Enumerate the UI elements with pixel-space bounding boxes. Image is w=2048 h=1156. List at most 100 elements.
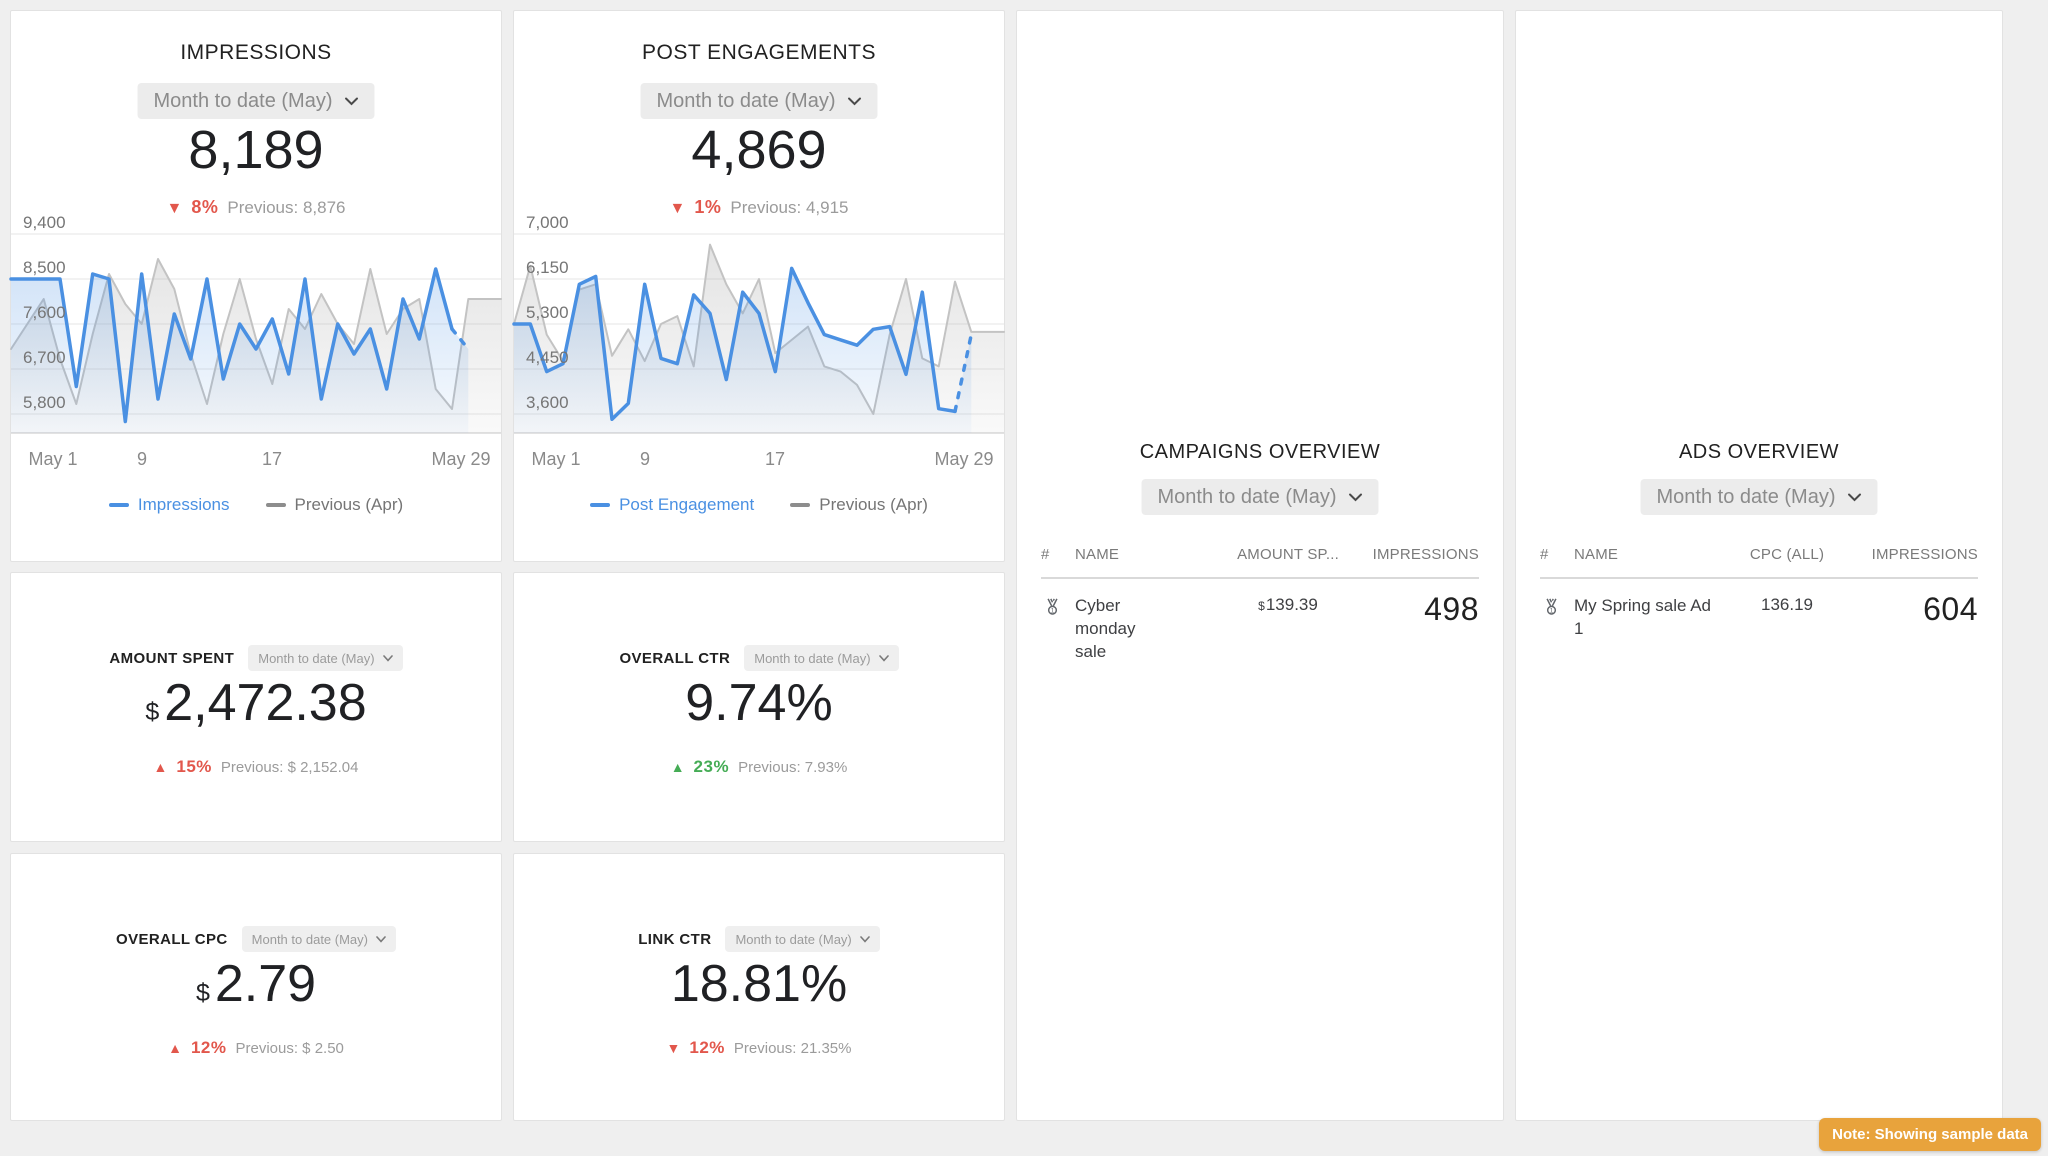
delta-percent: 23% xyxy=(693,757,730,776)
overall-cpc-delta: ▲ 12% Previous: $ 2.50 xyxy=(11,1038,501,1058)
medal-icon: 1 xyxy=(1047,598,1058,615)
delta-percent: 15% xyxy=(176,757,212,776)
campaigns-overview-card: CAMPAIGNS OVERVIEW Month to date (May) #… xyxy=(1016,10,1504,1121)
impressions-count: 604 xyxy=(1923,591,1978,627)
previous-value: Previous: $ 2,152.04 xyxy=(220,759,359,776)
impressions-line-chart xyxy=(9,233,502,434)
delta-percent: 1% xyxy=(694,197,722,217)
delta-percent: 12% xyxy=(190,1038,227,1057)
campaigns-table: # NAME AMOUNT SP... IMPRESSIONS 1 xyxy=(1041,546,1479,664)
date-range-dropdown[interactable]: Month to date (May) xyxy=(725,926,880,952)
amount-spent-delta: ▲ 15% Previous: $ 2,152.04 xyxy=(11,757,501,777)
legend-item-current: Post Engagement xyxy=(590,495,754,515)
date-range-value: Month to date (May) xyxy=(754,650,871,666)
overall-cpc-label: OVERALL CPC xyxy=(116,930,228,948)
legend-item-current: Impressions xyxy=(108,495,230,515)
overall-ctr-delta: ▲ 23% Previous: 7.93% xyxy=(514,757,1004,777)
up-arrow-icon: ▲ xyxy=(168,1040,182,1056)
date-range-dropdown[interactable]: Month to date (May) xyxy=(640,83,878,119)
date-range-value: Month to date (May) xyxy=(656,89,836,112)
date-range-dropdown[interactable]: Month to date (May) xyxy=(241,926,396,952)
date-range-dropdown[interactable]: Month to date (May) xyxy=(744,645,899,671)
previous-value: Previous: 4,915 xyxy=(730,198,849,217)
legend-item-previous: Previous (Apr) xyxy=(790,495,928,515)
chevron-down-icon xyxy=(1348,493,1362,501)
ad-name: My Spring sale Ad 1 xyxy=(1574,596,1712,638)
legend-marker-blue xyxy=(590,503,611,507)
impressions-delta: ▼ 8% Previous: 8,876 xyxy=(11,197,501,218)
date-range-value: Month to date (May) xyxy=(735,931,852,947)
chevron-down-icon xyxy=(859,935,870,943)
date-range-dropdown[interactable]: Month to date (May) xyxy=(1141,479,1379,515)
link-ctr-card: LINK CTR Month to date (May) 18.81% ▼ 12… xyxy=(513,853,1005,1121)
currency-symbol: $ xyxy=(195,979,210,1007)
post-engagements-card: POST ENGAGEMENTS Month to date (May) 4,8… xyxy=(512,10,1005,562)
link-ctr-label: LINK CTR xyxy=(638,930,712,948)
chevron-down-icon xyxy=(376,935,386,943)
campaigns-overview-title: CAMPAIGNS OVERVIEW xyxy=(1139,441,1381,463)
amount-spent-label: AMOUNT SPENT xyxy=(109,649,235,667)
ad-row[interactable]: 1 My Spring sale Ad 1 136.19 604 xyxy=(1540,579,1978,641)
overall-cpc-value: $ 2.79 xyxy=(195,955,317,1013)
campaign-row[interactable]: 1 Cyber monday sale $139.39 498 xyxy=(1041,579,1479,664)
chevron-down-icon xyxy=(847,97,861,105)
date-range-dropdown[interactable]: Month to date (May) xyxy=(1640,479,1878,515)
date-range-value: Month to date (May) xyxy=(251,931,368,947)
down-arrow-icon: ▼ xyxy=(166,200,183,217)
currency-symbol: $ xyxy=(145,698,160,726)
ads-overview-title: ADS OVERVIEW xyxy=(1678,441,1840,463)
ads-overview-card: ADS OVERVIEW Month to date (May) # NAME … xyxy=(1515,10,2003,1121)
amount-spent-value: 139.39 xyxy=(1265,595,1318,614)
x-axis-labels: May 1 9 17 May 29 xyxy=(531,449,994,469)
delta-percent: 12% xyxy=(689,1038,725,1057)
previous-value: Previous: $ 2.50 xyxy=(235,1040,344,1057)
overall-ctr-card: OVERALL CTR Month to date (May) 9.74% ▲ … xyxy=(513,572,1005,842)
svg-text:1: 1 xyxy=(1550,607,1554,614)
overall-ctr-label: OVERALL CTR xyxy=(619,649,731,667)
svg-text:1: 1 xyxy=(1051,607,1055,614)
link-ctr-delta: ▼ 12% Previous: 21.35% xyxy=(514,1038,1004,1058)
amount-spent-card: AMOUNT SPENT Month to date (May) $ 2,472… xyxy=(10,572,502,842)
medal-icon: 1 xyxy=(1546,598,1557,615)
impressions-value: 8,189 xyxy=(188,120,324,180)
cpc-value: 136.19 xyxy=(1761,595,1813,614)
date-range-dropdown[interactable]: Month to date (May) xyxy=(137,83,375,119)
impressions-card: IMPRESSIONS Month to date (May) 8,189 ▼ … xyxy=(9,10,502,562)
chevron-down-icon xyxy=(344,97,358,105)
ads-table: # NAME CPC (ALL) IMPRESSIONS 1 xyxy=(1540,546,1978,641)
legend-item-previous: Previous (Apr) xyxy=(265,495,403,515)
date-range-value: Month to date (May) xyxy=(1656,485,1836,508)
chart-legend: Post Engagement Previous (Apr) xyxy=(514,495,1004,515)
legend-marker-gray xyxy=(265,503,286,507)
amount-spent-value: $ 2,472.38 xyxy=(145,674,367,732)
post-engagements-delta: ▼ 1% Previous: 4,915 xyxy=(514,197,1004,218)
previous-value: Previous: 21.35% xyxy=(733,1040,852,1057)
overall-ctr-value: 9.74% xyxy=(685,674,833,732)
chevron-down-icon xyxy=(1847,493,1861,501)
post-engagements-title: POST ENGAGEMENTS xyxy=(642,41,876,64)
sample-data-note-badge: Note: Showing sample data xyxy=(1819,1118,2041,1151)
previous-value: Previous: 7.93% xyxy=(738,759,848,776)
overall-cpc-card: OVERALL CPC Month to date (May) $ 2.79 ▲… xyxy=(10,853,502,1121)
campaign-name: Cyber monday sale xyxy=(1075,596,1136,661)
chart-legend: Impressions Previous (Apr) xyxy=(11,495,501,515)
up-arrow-icon: ▲ xyxy=(153,759,168,775)
legend-marker-gray xyxy=(790,503,811,507)
chevron-down-icon xyxy=(878,654,889,662)
currency-symbol: $ xyxy=(1258,599,1265,613)
date-range-dropdown[interactable]: Month to date (May) xyxy=(248,645,403,671)
post-engagements-line-chart xyxy=(512,233,1005,434)
delta-percent: 8% xyxy=(191,197,219,217)
ads-table-header: # NAME CPC (ALL) IMPRESSIONS xyxy=(1540,546,1978,579)
chevron-down-icon xyxy=(382,654,393,662)
date-range-value: Month to date (May) xyxy=(258,650,375,666)
post-engagements-value: 4,869 xyxy=(691,120,827,180)
date-range-value: Month to date (May) xyxy=(1157,485,1337,508)
impressions-count: 498 xyxy=(1424,591,1479,627)
down-arrow-icon: ▼ xyxy=(669,200,686,217)
link-ctr-value: 18.81% xyxy=(670,955,848,1013)
campaigns-table-header: # NAME AMOUNT SP... IMPRESSIONS xyxy=(1041,546,1479,579)
legend-marker-blue xyxy=(108,503,129,507)
up-arrow-icon: ▲ xyxy=(670,759,685,775)
